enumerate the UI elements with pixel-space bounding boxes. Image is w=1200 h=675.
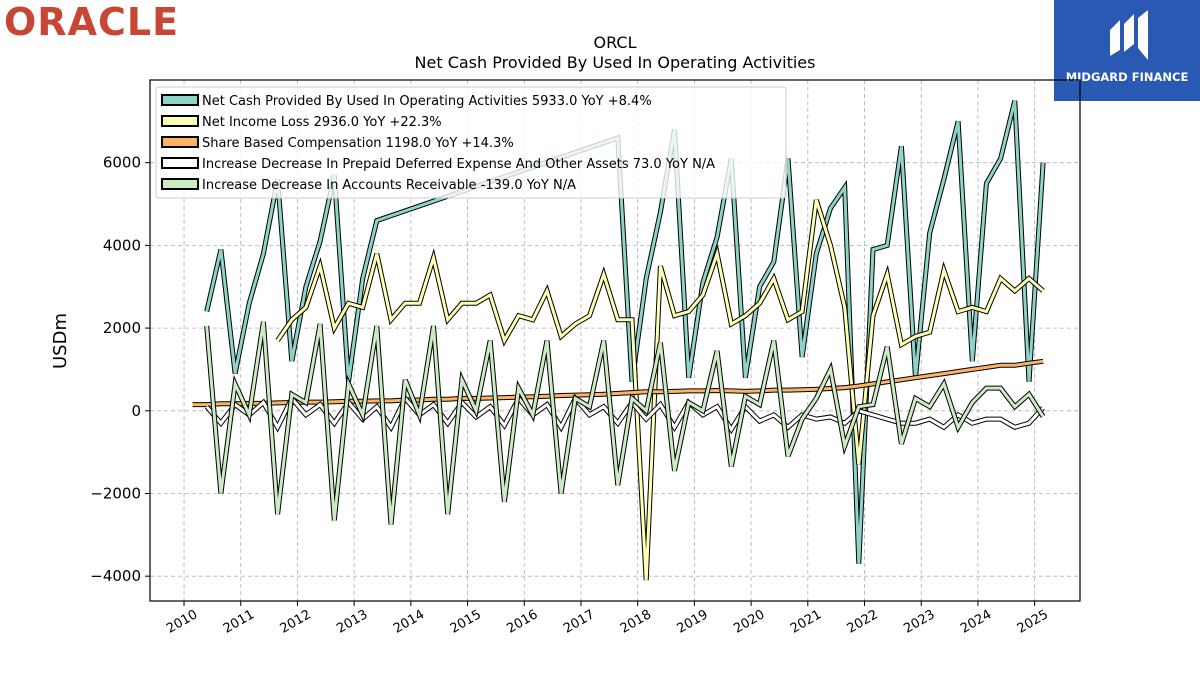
y-axis-label: USDm <box>50 313 71 369</box>
legend-swatch <box>161 136 199 148</box>
x-tick-label: 2015 <box>448 607 484 637</box>
x-tick-label: 2013 <box>334 607 370 637</box>
legend-swatch <box>161 94 199 106</box>
x-tick-label: 2011 <box>221 607 257 637</box>
series-line <box>192 359 1044 407</box>
y-tick-label: 6000 <box>103 154 141 172</box>
series-line <box>205 100 1045 564</box>
x-tick-label: 2020 <box>731 607 767 637</box>
x-tick-label: 2017 <box>561 607 597 637</box>
chart-subtitle: Net Cash Provided By Used In Operating A… <box>415 53 816 72</box>
plot-frame <box>149 79 1081 602</box>
x-tick-label: 2022 <box>845 607 881 637</box>
series-2 <box>192 358 1044 408</box>
y-tick-label: 0 <box>131 402 141 420</box>
x-tick-label: 2025 <box>1015 607 1051 637</box>
legend-label: Net Income Loss 2936.0 YoY +22.3% <box>202 115 442 130</box>
midgard-finance-text: MIDGARD FINANCE <box>1065 70 1189 84</box>
y-axis: −4000 −2000 0 2000 4000 6000 <box>90 154 150 585</box>
y-tick-label: −4000 <box>90 567 141 585</box>
x-tick-label: 2012 <box>278 607 314 637</box>
x-tick-label: 2023 <box>901 607 937 637</box>
x-tick-label: 2016 <box>504 607 540 637</box>
legend-label: Increase Decrease In Accounts Receivable… <box>202 178 576 193</box>
x-tick-label: 2019 <box>675 607 711 637</box>
x-axis: 2010 2011 2012 2013 2014 2015 2016 2017 2018 2019… <box>164 601 1051 637</box>
legend-swatch <box>161 115 199 127</box>
x-tick-label: 2010 <box>164 607 200 637</box>
x-tick-label: 2014 <box>391 607 427 637</box>
legend-label: Increase Decrease In Prepaid Deferred Ex… <box>202 157 715 172</box>
x-tick-label: 2018 <box>618 607 654 637</box>
legend-box <box>155 86 787 199</box>
series-0 <box>204 100 1046 564</box>
x-tick-label: 2024 <box>958 607 994 637</box>
midgard-finance-logo: MIDGARD FINANCE <box>1054 0 1200 101</box>
midgard-emblem-icon <box>1110 10 1148 60</box>
y-tick-label: −2000 <box>90 484 141 502</box>
legend-label: Net Cash Provided By Used In Operating A… <box>202 94 652 109</box>
series-1 <box>275 199 1045 581</box>
series-line <box>276 199 1045 581</box>
series-line <box>205 321 1045 525</box>
x-tick-label: 2021 <box>788 607 824 637</box>
y-tick-label: 2000 <box>103 319 141 337</box>
legend-label: Share Based Compensation 1198.0 YoY +14.… <box>202 136 514 151</box>
series-4 <box>204 321 1046 525</box>
oracle-logo: ORACLE <box>4 0 180 44</box>
legend-swatch <box>161 178 199 190</box>
series-group <box>192 100 1046 581</box>
y-tick-label: 4000 <box>103 236 141 254</box>
legend: Net Cash Provided By Used In Operating A… <box>155 86 787 199</box>
legend-swatch <box>161 157 199 169</box>
chart-title: ORCL <box>594 33 637 52</box>
